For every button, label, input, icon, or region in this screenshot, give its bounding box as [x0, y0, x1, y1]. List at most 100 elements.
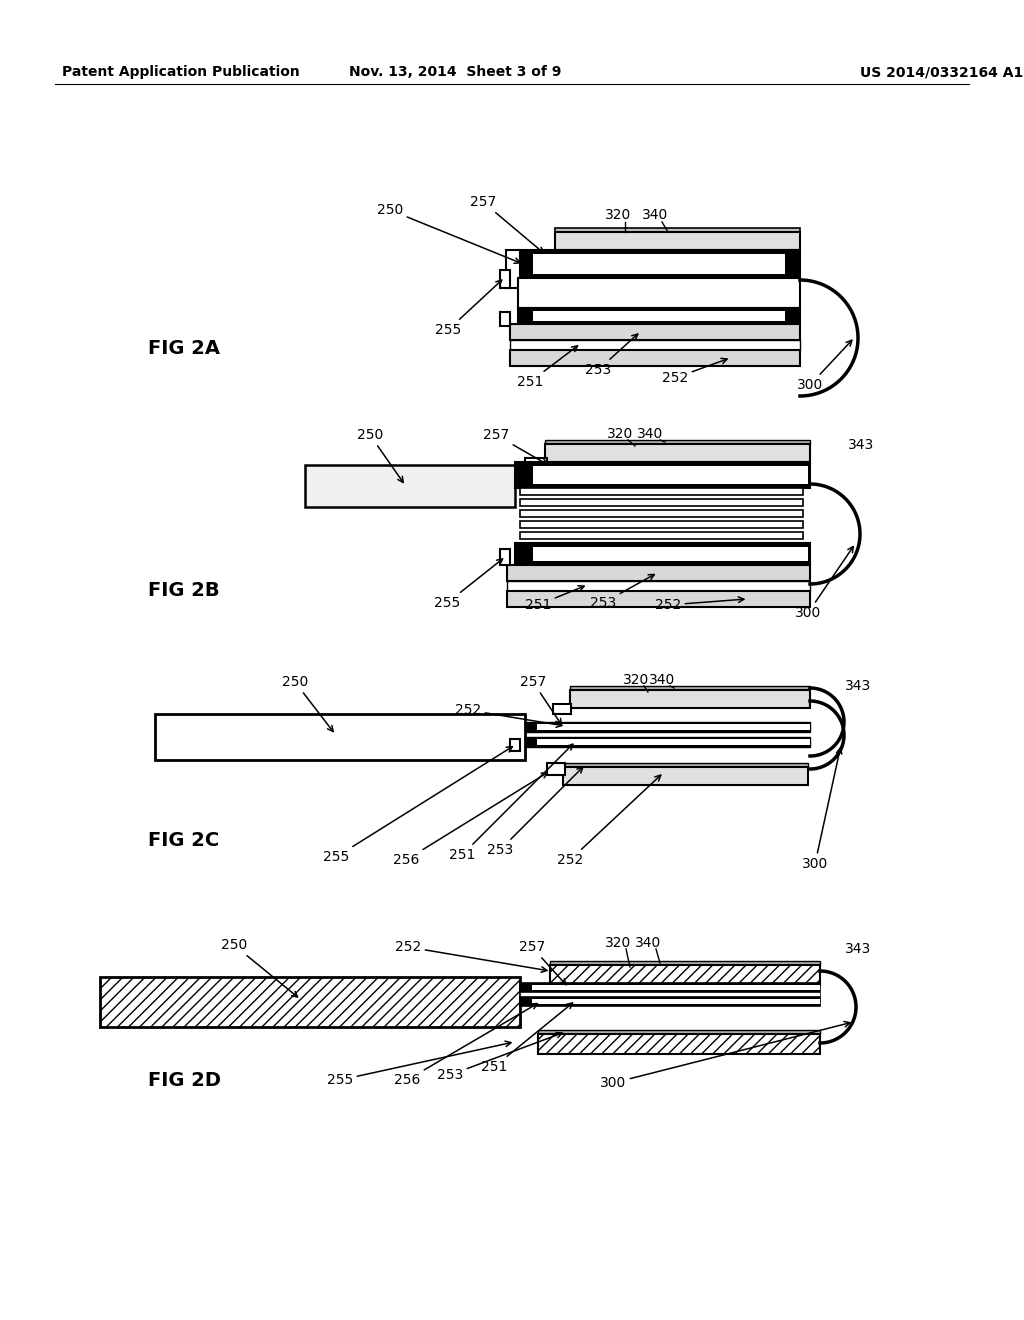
Text: 340: 340 [637, 426, 664, 441]
Bar [550, 965, 820, 985]
Bar [520, 532, 803, 539]
Bar [500, 312, 510, 326]
Bar [532, 999, 820, 1005]
Text: 255: 255 [323, 747, 512, 865]
Text: 343: 343 [845, 678, 871, 693]
Bar [155, 714, 525, 760]
Text: 256: 256 [393, 772, 548, 867]
Bar [570, 686, 810, 690]
Text: FIG 2B: FIG 2B [148, 581, 219, 599]
Bar [520, 983, 820, 993]
Bar [534, 312, 785, 321]
Text: 340: 340 [649, 673, 675, 686]
Text: 251: 251 [481, 1003, 572, 1074]
Text: 250: 250 [377, 203, 520, 263]
Bar [545, 440, 810, 444]
Text: 320: 320 [605, 936, 631, 950]
Text: Nov. 13, 2014  Sheet 3 of 9: Nov. 13, 2014 Sheet 3 of 9 [349, 65, 561, 79]
Bar [100, 977, 520, 1027]
Text: 257: 257 [483, 428, 547, 465]
Bar [555, 228, 800, 232]
Bar [570, 690, 810, 708]
Text: 252: 252 [395, 940, 547, 973]
Bar [520, 499, 803, 506]
Bar [550, 961, 820, 965]
Bar [507, 565, 810, 581]
Bar [537, 739, 810, 744]
Bar [500, 549, 510, 565]
Text: 320: 320 [607, 426, 633, 441]
Text: 251: 251 [449, 744, 572, 862]
Bar [520, 510, 803, 517]
Bar [510, 323, 800, 341]
Bar [510, 341, 800, 350]
Text: 320: 320 [623, 673, 649, 686]
Text: 300: 300 [600, 1022, 850, 1090]
Text: FIG 2C: FIG 2C [148, 830, 219, 850]
Bar [520, 997, 820, 1006]
Bar [553, 704, 571, 714]
Bar [534, 253, 785, 275]
Bar [537, 723, 810, 730]
Bar [534, 466, 808, 484]
Text: 320: 320 [605, 209, 631, 222]
Bar [518, 308, 800, 323]
Bar [555, 232, 800, 249]
Bar [515, 543, 810, 565]
Bar [545, 444, 810, 462]
Text: 250: 250 [282, 675, 333, 731]
Text: 255: 255 [434, 558, 503, 610]
Bar [506, 249, 520, 288]
Bar [538, 1030, 820, 1034]
Text: 343: 343 [848, 438, 874, 451]
Text: 300: 300 [797, 341, 852, 392]
Text: 253: 253 [437, 1032, 562, 1082]
Text: 252: 252 [455, 704, 562, 727]
Text: 343: 343 [845, 942, 871, 956]
Bar [520, 488, 803, 495]
Text: 251: 251 [525, 586, 584, 612]
Bar [515, 462, 810, 488]
Text: 250: 250 [221, 939, 298, 997]
Bar [507, 581, 810, 591]
Text: FIG 2A: FIG 2A [148, 338, 220, 358]
Text: 256: 256 [394, 1003, 538, 1086]
Text: US 2014/0332164 A1: US 2014/0332164 A1 [860, 65, 1023, 79]
Bar [500, 271, 510, 288]
Text: 340: 340 [635, 936, 662, 950]
Bar [510, 739, 520, 751]
Text: 340: 340 [642, 209, 668, 222]
Bar [518, 249, 800, 279]
Bar [525, 722, 810, 733]
Bar [538, 1034, 820, 1053]
Text: Patent Application Publication: Patent Application Publication [62, 65, 300, 79]
Text: 257: 257 [520, 675, 561, 725]
Bar [534, 546, 808, 561]
Bar [563, 767, 808, 785]
Bar [525, 458, 547, 470]
Bar [520, 993, 820, 997]
Bar [547, 763, 565, 775]
Text: FIG 2D: FIG 2D [148, 1071, 221, 1089]
Text: 300: 300 [795, 546, 853, 620]
Text: 252: 252 [662, 358, 727, 385]
Text: 255: 255 [435, 280, 502, 337]
Text: 253: 253 [585, 334, 638, 378]
Bar [518, 279, 800, 308]
Text: 251: 251 [517, 346, 578, 389]
Bar [532, 985, 820, 990]
Bar [305, 465, 515, 507]
Text: 257: 257 [470, 195, 544, 253]
Text: 253: 253 [590, 574, 654, 610]
Text: 252: 252 [557, 775, 660, 867]
Bar [563, 763, 808, 767]
Text: 250: 250 [357, 428, 403, 483]
Bar [520, 521, 803, 528]
Text: 255: 255 [327, 1041, 511, 1086]
Text: 253: 253 [486, 767, 583, 857]
Text: 252: 252 [655, 597, 743, 612]
Bar [510, 350, 800, 366]
Bar [507, 591, 810, 607]
Text: 300: 300 [802, 748, 842, 871]
Text: 257: 257 [519, 940, 566, 985]
